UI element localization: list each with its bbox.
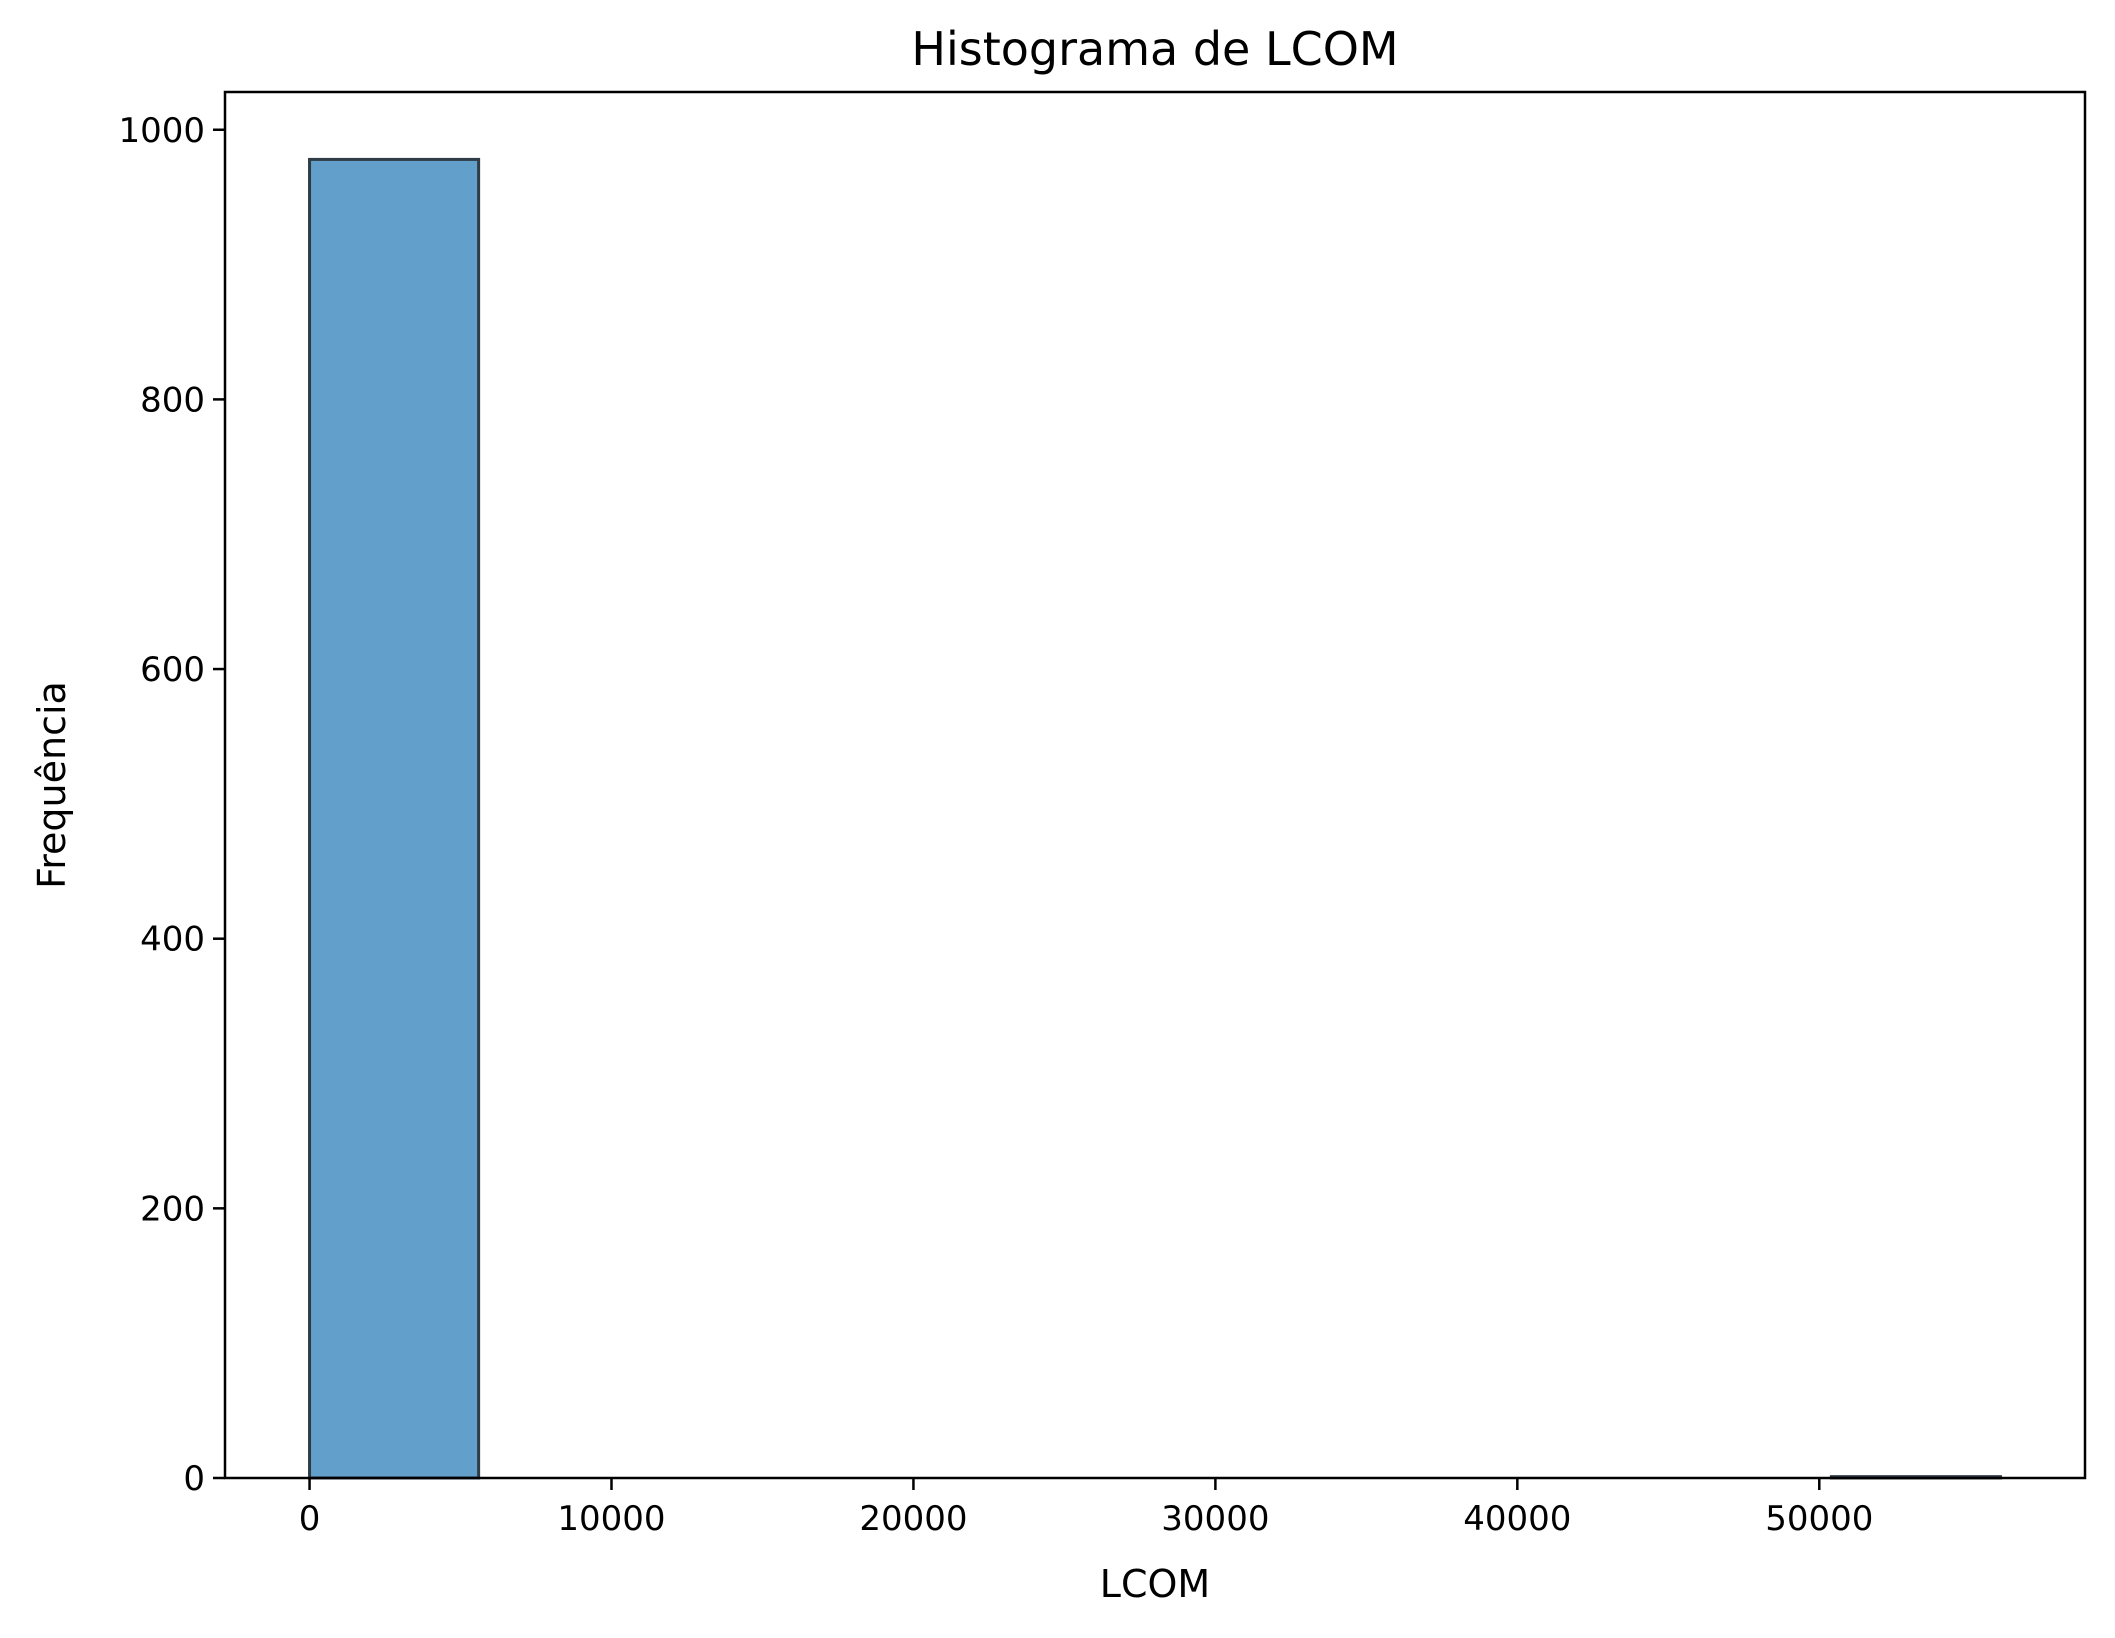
x-tick-label-4: 40000	[1463, 1499, 1571, 1539]
y-tick-label-1: 200	[140, 1189, 205, 1229]
x-tick-label-0: 0	[299, 1499, 321, 1539]
x-tick-label-1: 10000	[557, 1499, 665, 1539]
x-tick-label-2: 20000	[859, 1499, 967, 1539]
y-axis-label: Frequência	[30, 681, 74, 889]
y-tick-label-2: 400	[140, 920, 205, 960]
bars-group	[308, 157, 2002, 1480]
y-axis-ticks: 0 200 400 600 800 1000	[118, 111, 225, 1499]
plot-frame	[223, 90, 2087, 1480]
y-tick-label-3: 600	[140, 650, 205, 690]
y-tick-label-5: 1000	[118, 111, 205, 151]
x-tick-label-5: 50000	[1765, 1499, 1873, 1539]
y-tick-label-0: 0	[183, 1459, 205, 1499]
x-tick-label-3: 30000	[1161, 1499, 1269, 1539]
chart-title: Histograma de LCOM	[911, 22, 1398, 76]
histogram-bar-0	[308, 157, 481, 1480]
y-tick-label-4: 800	[140, 380, 205, 420]
x-axis-label: LCOM	[1100, 1562, 1210, 1606]
x-axis-ticks: 0 10000 20000 30000 40000 50000	[299, 1478, 1873, 1539]
